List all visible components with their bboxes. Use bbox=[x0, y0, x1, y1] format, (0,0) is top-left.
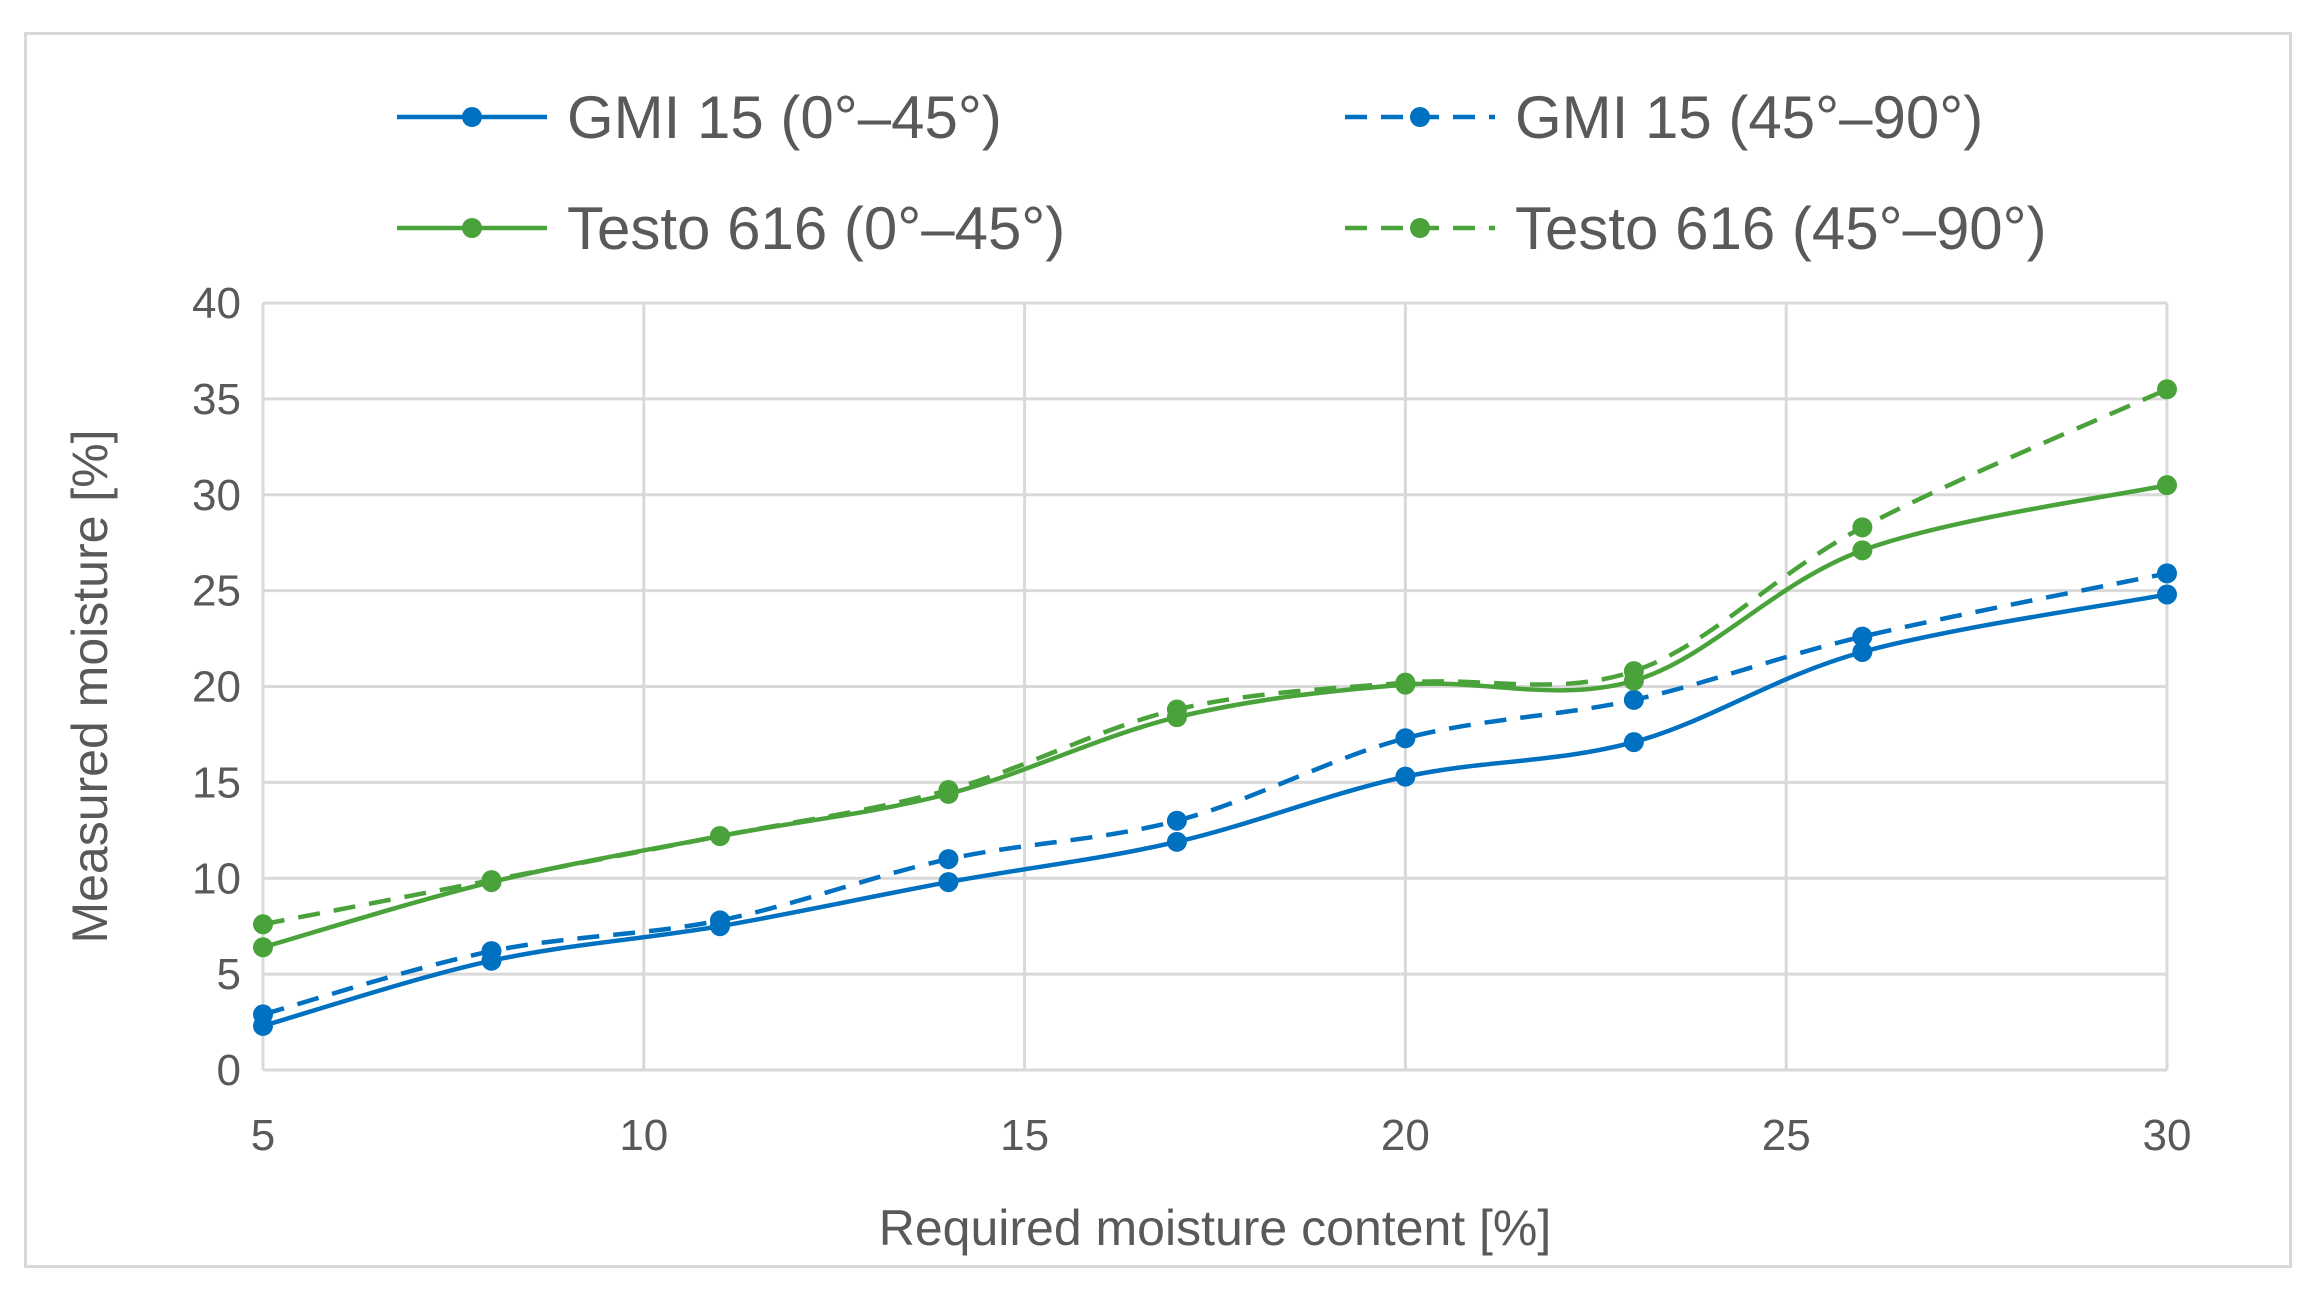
data-point bbox=[1166, 831, 1187, 852]
series-1 bbox=[253, 584, 2177, 1036]
data-point bbox=[1166, 810, 1187, 831]
y-tick-label: 5 bbox=[217, 950, 241, 999]
legend-marker bbox=[462, 218, 482, 238]
series-4 bbox=[253, 379, 2177, 935]
gridlines bbox=[261, 301, 2169, 1072]
legend-marker bbox=[1410, 107, 1430, 127]
y-tick-label: 40 bbox=[192, 279, 241, 328]
x-axis-title: Required moisture content [%] bbox=[879, 1200, 1552, 1256]
data-point bbox=[709, 826, 730, 847]
data-point bbox=[1623, 732, 1644, 753]
data-point bbox=[481, 870, 502, 891]
x-tick-label: 10 bbox=[619, 1111, 668, 1160]
legend-label: GMI 15 (0°–45°) bbox=[567, 84, 1002, 151]
y-tick-label: 0 bbox=[217, 1046, 241, 1095]
data-point bbox=[1852, 626, 1873, 647]
y-tick-label: 35 bbox=[192, 375, 241, 424]
data-point bbox=[253, 1004, 273, 1025]
data-point bbox=[481, 941, 502, 962]
data-point bbox=[938, 872, 959, 893]
series-line bbox=[262, 387, 2168, 927]
series-layer bbox=[253, 379, 2177, 1036]
legend-entry-2: GMI 15 (45°–90°) bbox=[1345, 84, 1983, 151]
legend-label: Testo 616 (0°–45°) bbox=[567, 195, 1065, 262]
data-point bbox=[1395, 672, 1416, 693]
legend-label: GMI 15 (45°–90°) bbox=[1515, 84, 1983, 151]
legend-label: Testo 616 (45°–90°) bbox=[1515, 195, 2047, 262]
legend: GMI 15 (0°–45°) GMI 15 (45°–90°) Testo 616… bbox=[397, 84, 2047, 262]
legend-entry-1: GMI 15 (0°–45°) bbox=[397, 84, 1002, 151]
legend-marker bbox=[1410, 218, 1430, 238]
legend-entry-3: Testo 616 (0°–45°) bbox=[397, 195, 1065, 262]
y-tick-label: 20 bbox=[192, 663, 241, 712]
x-tick-label: 25 bbox=[1762, 1111, 1811, 1160]
x-tick-label: 15 bbox=[1000, 1111, 1049, 1160]
series-2 bbox=[253, 563, 2177, 1025]
series-3 bbox=[253, 475, 2177, 958]
data-point bbox=[1395, 766, 1416, 787]
data-point bbox=[709, 910, 730, 931]
x-tick-label: 30 bbox=[2143, 1111, 2192, 1160]
y-tick-label: 15 bbox=[192, 758, 241, 807]
y-axis-title: Measured moisture [%] bbox=[62, 429, 118, 943]
data-point bbox=[2157, 379, 2177, 400]
legend-marker bbox=[462, 107, 482, 127]
x-tick-label: 20 bbox=[1381, 1111, 1430, 1160]
data-point bbox=[2157, 475, 2177, 496]
data-point bbox=[1623, 661, 1644, 682]
data-point bbox=[1623, 689, 1644, 710]
data-point bbox=[1852, 540, 1873, 561]
data-point bbox=[253, 937, 273, 958]
data-point bbox=[2157, 563, 2177, 584]
data-point bbox=[2157, 584, 2177, 605]
data-point bbox=[253, 914, 273, 935]
chart-frame: 0 5 10 15 20 25 30 35 40 5 10 15 20 25 30 Required moi… bbox=[24, 32, 2292, 1268]
data-point bbox=[1852, 517, 1873, 538]
data-point bbox=[938, 780, 959, 801]
data-point bbox=[1852, 641, 1873, 662]
y-tick-label: 10 bbox=[192, 854, 241, 903]
y-tick-label: 30 bbox=[192, 471, 241, 520]
y-tick-label: 25 bbox=[192, 567, 241, 616]
data-point bbox=[1395, 728, 1416, 749]
legend-entry-4: Testo 616 (45°–90°) bbox=[1345, 195, 2047, 262]
x-tick-label: 5 bbox=[251, 1111, 275, 1160]
data-point bbox=[1166, 699, 1187, 720]
data-point bbox=[938, 849, 959, 870]
